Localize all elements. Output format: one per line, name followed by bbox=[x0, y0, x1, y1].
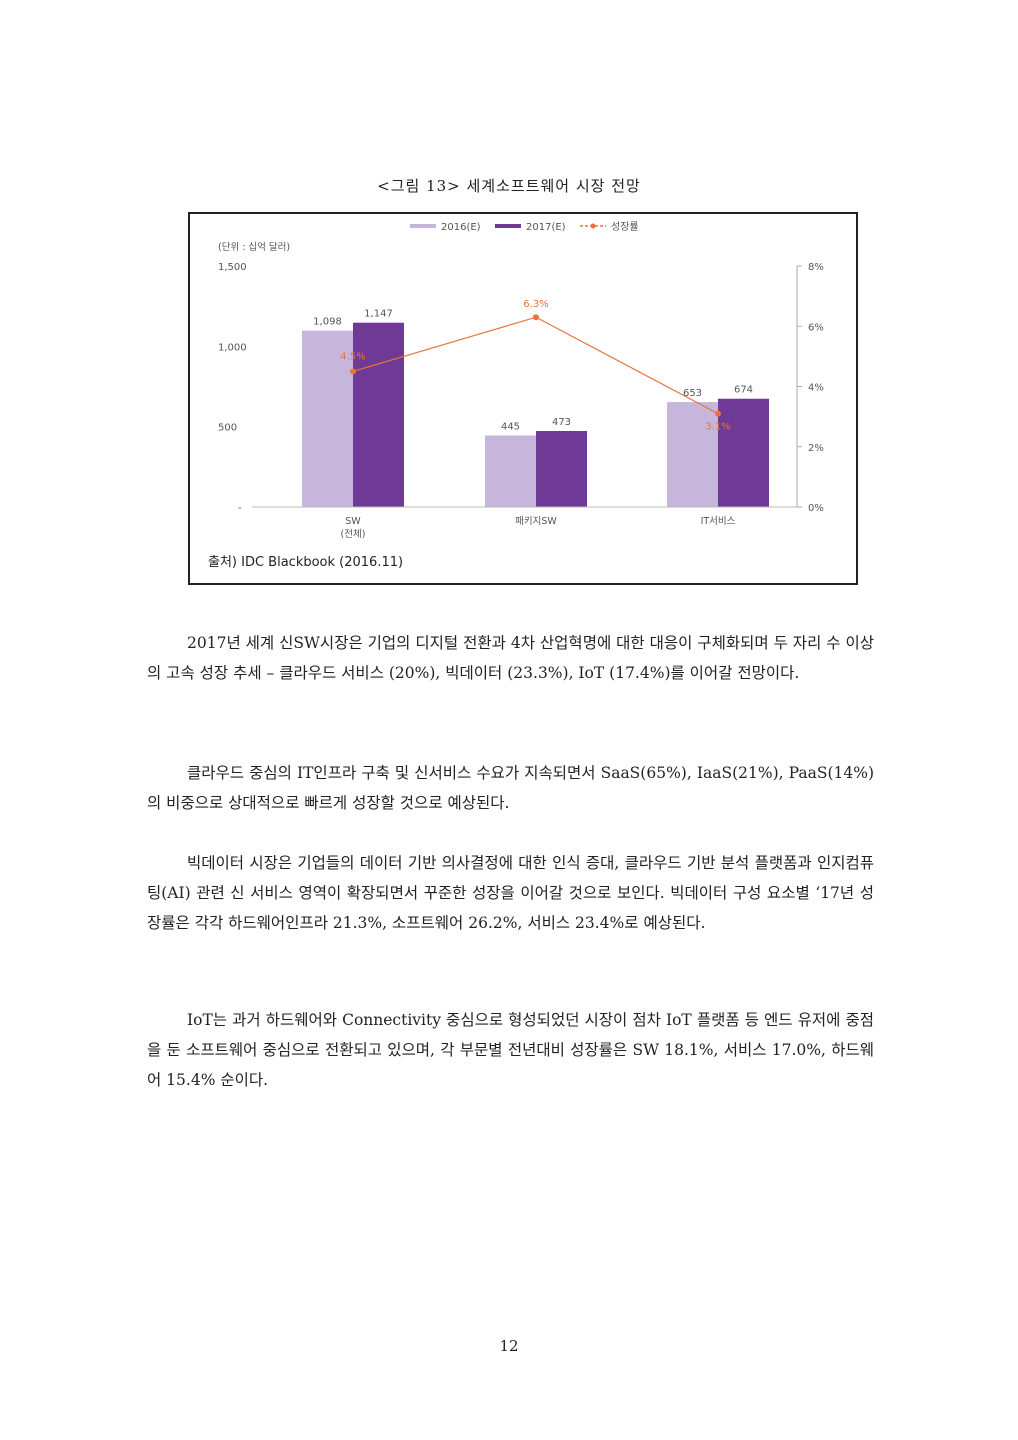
legend-swatch-1 bbox=[410, 224, 436, 228]
y-right-tick-label: 4% bbox=[808, 383, 824, 394]
unit-label: (단위 : 십억 달러) bbox=[218, 241, 290, 253]
paragraph-text: 2017년 세계 신SW시장은 기업의 디지털 전환과 4차 산업혁명에 대한 … bbox=[147, 634, 874, 682]
paragraph-text: 클라우드 중심의 IT인프라 구축 및 신서비스 수요가 지속되면서 SaaS(… bbox=[147, 764, 874, 812]
category-label: SW bbox=[345, 516, 361, 527]
bar-value-label: 653 bbox=[683, 388, 702, 399]
y-left-tick-label: 1,000 bbox=[218, 342, 247, 353]
y-left-tick-label: 500 bbox=[218, 423, 237, 434]
category-label: IT서비스 bbox=[701, 516, 736, 527]
y-left-tick-label: - bbox=[238, 503, 242, 514]
growth-label: 6.3% bbox=[523, 299, 548, 310]
growth-point bbox=[350, 368, 356, 375]
bar-value-label: 473 bbox=[552, 417, 571, 428]
y-right-tick-label: 2% bbox=[808, 443, 824, 454]
legend-label-growth: 성장률 bbox=[611, 221, 639, 233]
y-left-tick-label: 1,500 bbox=[218, 262, 247, 273]
bar-2017 bbox=[353, 322, 404, 507]
bar-chart: 2016(E) 2017(E) 성장률 (단위 : 십억 달러) 1,500 1,000 5… bbox=[208, 221, 824, 570]
y-right-tick-label: 8% bbox=[808, 262, 824, 273]
paragraph-text: IoT는 과거 하드웨어와 Connectivity 중심으로 형성되었던 시장… bbox=[147, 1011, 874, 1089]
growth-label: 4.5% bbox=[340, 351, 365, 362]
page-number: 12 bbox=[499, 1337, 519, 1355]
bar-2017 bbox=[718, 398, 769, 507]
bar-value-label: 1,098 bbox=[313, 317, 342, 328]
paragraph-3: 빅데이터 시장은 기업들의 데이터 기반 의사결정에 대한 인식 증대, 클라우… bbox=[147, 848, 874, 938]
bar-value-label: 445 bbox=[501, 422, 520, 433]
figure-caption: <그림 13> 세계소프트웨어 시장 전망 bbox=[377, 177, 641, 195]
category-label: (전체) bbox=[341, 529, 366, 540]
bar-value-label: 674 bbox=[734, 385, 753, 396]
legend-swatch-2 bbox=[495, 224, 521, 228]
chart-container: 2016(E) 2017(E) 성장률 (단위 : 십억 달러) 1,500 1,000 5… bbox=[188, 212, 858, 585]
legend-marker-growth bbox=[590, 223, 596, 229]
category-label: 패키지SW bbox=[515, 516, 557, 527]
growth-point bbox=[715, 410, 721, 417]
y-right-tick-label: 6% bbox=[808, 322, 824, 333]
bar-2016 bbox=[485, 435, 536, 507]
y-right-tick-label: 0% bbox=[808, 503, 824, 514]
paragraph-2: 클라우드 중심의 IT인프라 구축 및 신서비스 수요가 지속되면서 SaaS(… bbox=[147, 758, 874, 818]
bar-value-label: 1,147 bbox=[364, 309, 393, 320]
bar-2016 bbox=[667, 402, 718, 507]
paragraph-text: 빅데이터 시장은 기업들의 데이터 기반 의사결정에 대한 인식 증대, 클라우… bbox=[147, 854, 874, 932]
bar-2016 bbox=[302, 330, 353, 507]
growth-point bbox=[533, 314, 539, 321]
paragraph-1: 2017년 세계 신SW시장은 기업의 디지털 전환과 4차 산업혁명에 대한 … bbox=[147, 628, 874, 688]
chart-source: 출처) IDC Blackbook (2016.11) bbox=[208, 555, 403, 570]
legend-label-2: 2017(E) bbox=[526, 222, 566, 233]
growth-line bbox=[352, 316, 719, 415]
growth-label: 3.1% bbox=[705, 422, 730, 433]
bar-2017 bbox=[536, 431, 587, 507]
legend-label-1: 2016(E) bbox=[441, 222, 481, 233]
paragraph-4: IoT는 과거 하드웨어와 Connectivity 중심으로 형성되었던 시장… bbox=[147, 1005, 874, 1095]
